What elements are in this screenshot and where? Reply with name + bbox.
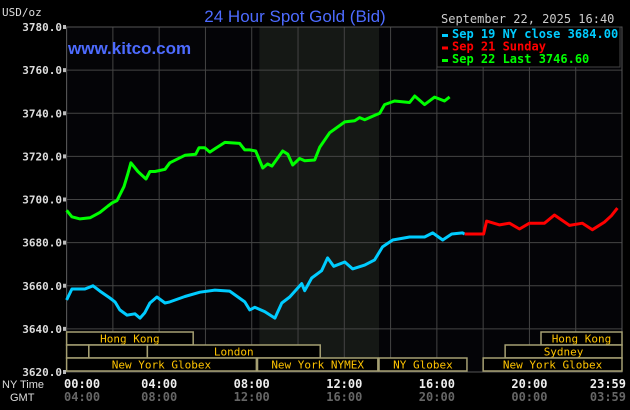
session-label: New York Globex <box>503 359 603 372</box>
gmt-label: GMT <box>10 392 35 404</box>
timestamp: September 22, 2025 16:40 <box>441 12 614 26</box>
x-tick-label-ny: 04:00 <box>141 377 177 391</box>
session-bar <box>88 344 149 359</box>
session-bar <box>482 357 623 372</box>
session-label: Hong Kong <box>552 333 612 346</box>
session-label: Hong Kong <box>100 333 160 346</box>
x-tick-label-ny: 16:00 <box>419 377 455 391</box>
series-line <box>65 94 451 221</box>
x-tick-label-gmt: 12:00 <box>234 390 270 404</box>
watermark: www.kitco.com <box>67 39 191 58</box>
y-tick-label: 3620.0 <box>22 366 62 379</box>
chart-title: 24 Hour Spot Gold (Bid) <box>204 7 385 26</box>
legend-box <box>436 26 621 68</box>
series-line <box>65 231 466 320</box>
legend-entry: Sep 21 Sunday <box>452 40 546 54</box>
y-tick-label: 3680.0 <box>22 237 62 250</box>
x-tick-label-gmt: 04:00 <box>64 390 100 404</box>
y-tick-mark <box>63 326 66 331</box>
x-tick-label-ny: 23:59 <box>590 377 626 391</box>
x-tick-label-gmt: 03:59 <box>590 390 626 404</box>
x-axis-ticks: 00:0004:0004:0008:0008:0012:0012:0016:00… <box>64 377 626 404</box>
x-tick-label-ny: 20:00 <box>511 377 547 391</box>
y-axis-label: USD/oz <box>2 6 42 19</box>
session-label: NY Globex <box>393 359 453 372</box>
x-tick-label-ny: 00:00 <box>64 377 100 391</box>
x-tick-label-ny: 08:00 <box>234 377 270 391</box>
session-label: New York NYMEX <box>271 359 364 372</box>
y-tick-label: 3720.0 <box>22 150 62 163</box>
x-tick-label-ny: 12:00 <box>326 377 362 391</box>
y-tick-label: 3780.0 <box>22 21 62 34</box>
legend-swatch <box>442 46 448 50</box>
legend-entry: Sep 19 NY close 3684.00 <box>452 27 618 41</box>
session-bar <box>65 357 258 372</box>
x-tick-label-gmt: 08:00 <box>141 390 177 404</box>
y-tick-mark <box>63 68 66 73</box>
y-tick-label: 3760.0 <box>22 64 62 77</box>
plot-border <box>66 26 623 373</box>
session-label: New York Globex <box>112 359 212 372</box>
session-bar <box>378 357 468 372</box>
session-bar <box>65 344 90 359</box>
x-tick-label-gmt: 20:00 <box>419 390 455 404</box>
y-tick-mark <box>63 197 66 202</box>
y-tick-label: 3660.0 <box>22 280 62 293</box>
session-label: London <box>214 346 254 359</box>
session-label: Sydney <box>544 346 584 359</box>
legend-entry: Sep 22 Last 3746.60 <box>452 52 589 66</box>
ny-time-label: NY Time <box>2 379 44 391</box>
legend-swatch <box>442 59 448 62</box>
y-tick-mark <box>63 154 66 159</box>
series-lines <box>65 94 619 320</box>
y-tick-mark <box>63 283 66 288</box>
x-tick-label-gmt: 16:00 <box>326 390 362 404</box>
y-tick-mark <box>63 240 66 245</box>
y-tick-mark <box>63 25 66 29</box>
session-bar <box>256 357 379 372</box>
x-tick-label-gmt: 00:00 <box>511 390 547 404</box>
y-tick-mark <box>63 370 66 374</box>
y-axis-ticks: 3780.0 3760.0 3740.0 3720.0 3700.0 3680.0 3660… <box>22 21 66 379</box>
y-tick-label: 3700.0 <box>22 194 62 207</box>
y-tick-label: 3640.0 <box>22 323 62 336</box>
series-line <box>464 207 619 236</box>
y-tick-mark <box>63 111 66 116</box>
legend-swatch <box>442 34 448 37</box>
y-tick-label: 3740.0 <box>22 107 62 120</box>
